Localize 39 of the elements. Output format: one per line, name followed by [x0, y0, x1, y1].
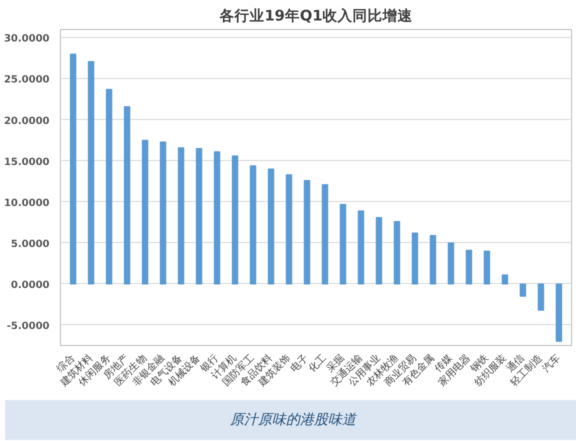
bar: [70, 54, 76, 284]
text: 原汁原味的港股味道: [230, 411, 356, 430]
x-tick-label: 汽车: [540, 352, 563, 375]
bar: [394, 221, 400, 284]
bar: [160, 141, 166, 284]
chart-title: 各行业19年Q1收入同比增速: [218, 8, 414, 24]
bar: [430, 235, 436, 284]
bar: [268, 168, 274, 284]
bar: [178, 147, 184, 284]
bar: [520, 283, 526, 297]
y-tick-label: 10.0000: [4, 198, 50, 209]
bar: [340, 204, 346, 284]
bar: [106, 88, 112, 284]
bar: [502, 274, 508, 284]
bar: [124, 106, 130, 284]
y-tick-label: -5.0000: [6, 320, 50, 332]
bar: [376, 216, 382, 284]
bar: [466, 250, 472, 284]
y-tick-label: 0.0000: [10, 280, 50, 291]
bar: [142, 140, 148, 284]
bar: [538, 283, 544, 311]
y-tick-label: 20.0000: [4, 116, 50, 127]
bar: [358, 210, 364, 284]
bar: [484, 250, 490, 284]
bar: [448, 242, 454, 284]
bar: [322, 184, 328, 284]
bar: [88, 61, 94, 284]
bar: [196, 148, 202, 284]
y-tick-label: 30.0000: [4, 34, 50, 45]
bar: [214, 151, 220, 284]
bar: [412, 232, 418, 284]
bar: [232, 155, 238, 284]
y-tick-label: 25.0000: [4, 74, 50, 86]
y-tick-label: 5.0000: [10, 238, 50, 250]
bar: [304, 180, 310, 284]
bar: [250, 165, 256, 284]
bar: [556, 283, 562, 342]
bar: [286, 174, 292, 284]
y-tick-label: 15.0000: [4, 156, 50, 168]
